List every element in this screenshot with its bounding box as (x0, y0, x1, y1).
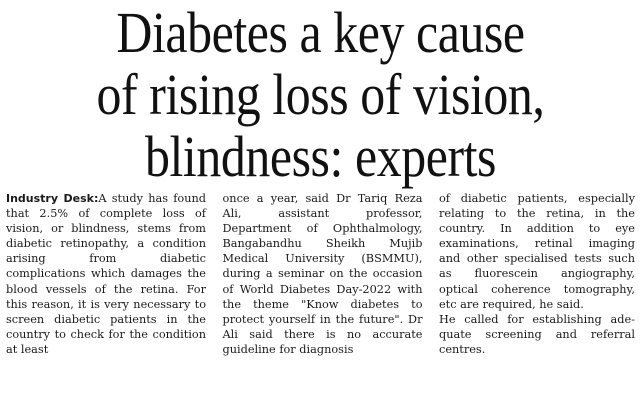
byline: Industry Desk: (6, 192, 99, 205)
column-2: once a year, said Dr Tariq Reza Ali, ass… (223, 191, 423, 401)
headline-line-2: of rising loss of vision, (96, 62, 545, 127)
column-1-paragraph: Industry Desk:A study has found that 2.5… (6, 191, 206, 357)
column-3: of diabetic patients, especially relatin… (439, 191, 635, 401)
column-2-text: once a year, said Dr Tariq Reza Ali, ass… (222, 192, 423, 356)
headline-line-1: Diabetes a key cause (116, 0, 525, 65)
article-body: Industry Desk:A study has found that 2.5… (6, 191, 635, 401)
headline: Diabetes a key cause of rising loss of v… (45, 2, 596, 188)
column-1: Industry Desk:A study has found that 2.5… (6, 191, 206, 401)
column-1-text: A study has found that 2.5% of complete … (6, 192, 207, 356)
column-3-paragraph-1: of diabetic patients, especially relatin… (439, 192, 635, 311)
headline-line-3: blindness: experts (144, 124, 497, 189)
column-3-paragraph-2: He called for establishing ade­quate scr… (439, 312, 635, 356)
